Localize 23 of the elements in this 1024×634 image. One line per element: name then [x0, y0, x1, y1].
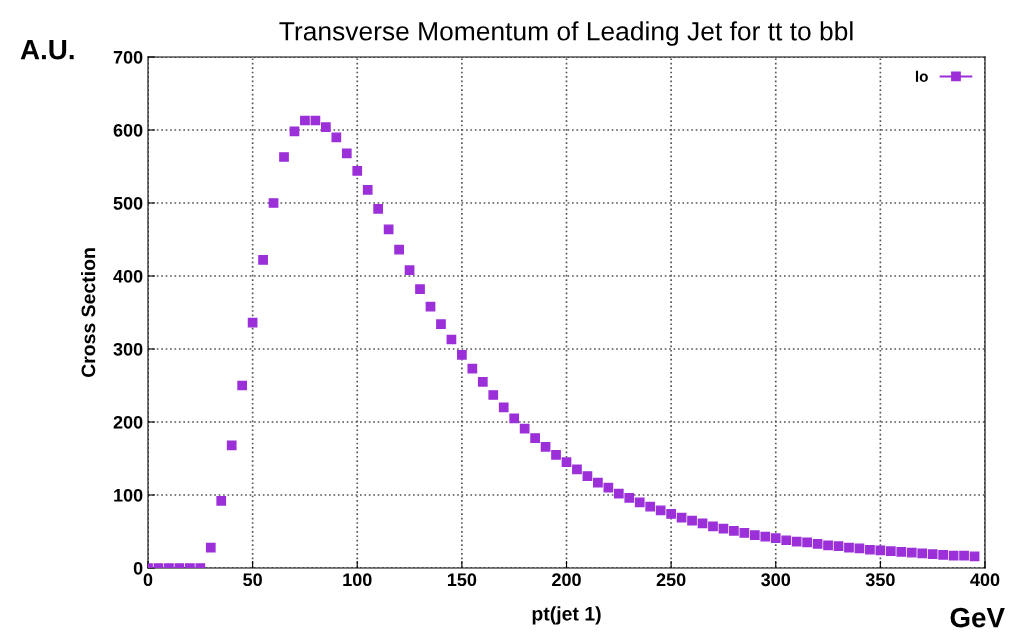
- y-axis-title: Cross Section: [81, 248, 96, 378]
- y-tick-label: 0: [133, 561, 143, 575]
- x-tick-label: 50: [243, 573, 262, 587]
- y-tick-label: 100: [114, 488, 143, 502]
- chart-title: Transverse Momentum of Leading Jet for tt to bbl: [279, 21, 853, 46]
- x-tick-label: 400: [970, 573, 1000, 587]
- y-tick-label: 400: [113, 269, 143, 283]
- x-tick-label: 250: [656, 573, 686, 587]
- x-tick-label: 300: [761, 573, 791, 587]
- x-tick-label: 150: [447, 573, 477, 587]
- x-tick-label: 0: [143, 573, 153, 587]
- y-tick-label: 600: [113, 123, 143, 137]
- x-axis-title: pt(jet 1): [532, 606, 601, 625]
- text: A.U.: [20, 40, 74, 60]
- x-tick-label: 200: [552, 573, 581, 587]
- x-tick-label: 100: [343, 573, 372, 587]
- y-tick-label: 200: [113, 415, 143, 429]
- y-tick-label: 700: [113, 50, 143, 64]
- x-tick-label: 350: [865, 573, 895, 587]
- y-tick-label: 500: [113, 196, 143, 210]
- y-tick-label: 300: [113, 342, 143, 356]
- legend-label: lo: [915, 70, 928, 82]
- text: GeV: [950, 607, 1005, 628]
